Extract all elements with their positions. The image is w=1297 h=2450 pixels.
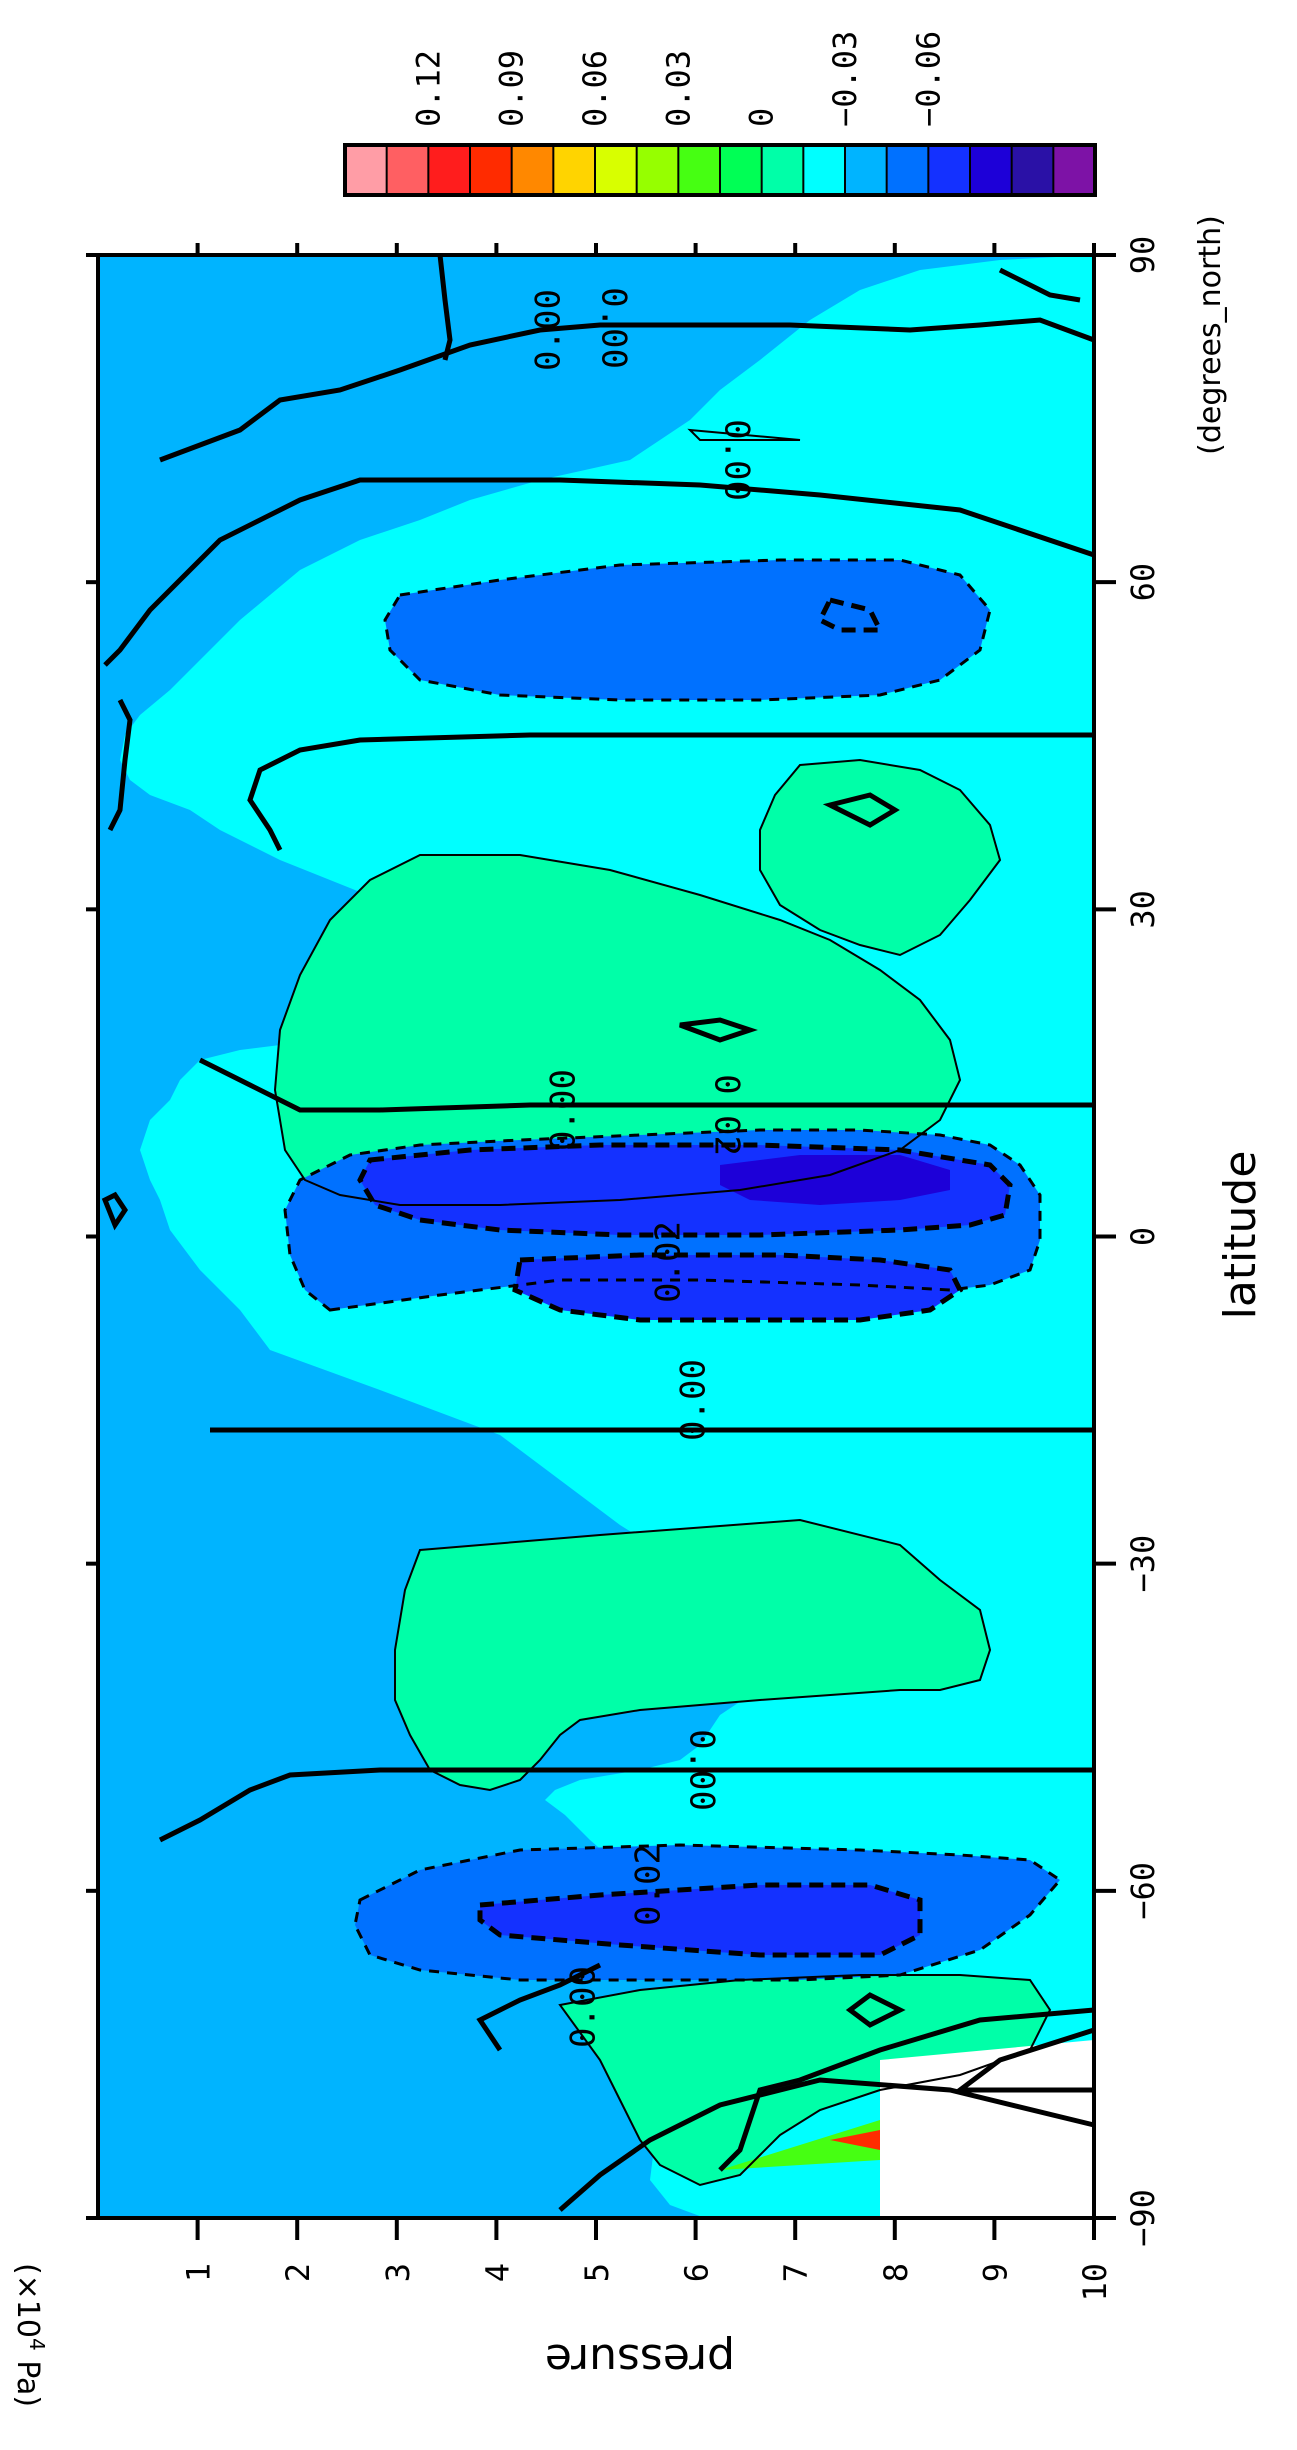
latitude-tick-label: 0	[1124, 1227, 1162, 1246]
colorbar-swatch	[1011, 145, 1054, 195]
y-axis-title: pressure	[545, 2334, 735, 2385]
y-axis-units-base: (×10	[10, 2263, 45, 2338]
colorbar-tick-label: −0.06	[909, 31, 947, 127]
contour-label: 0.00	[674, 1359, 714, 1441]
contour-label: 0.02	[649, 1221, 689, 1303]
colorbar-tick-labels: 0.12 0.09 0.06 0.03 0 −0.03 −0.06	[409, 31, 947, 127]
latitude-tick-label: −90	[1124, 2189, 1162, 2247]
colorbar-swatch	[595, 145, 638, 195]
y-axis-units-tail: Pa)	[10, 2351, 45, 2407]
pressure-tick-label: 1	[180, 2263, 218, 2282]
latitude-tick-label: 90	[1124, 236, 1162, 275]
colorbar-swatch	[970, 145, 1013, 195]
contour-markers	[101, 792, 906, 2028]
negative-southern-midlat-core	[480, 1885, 920, 1955]
pressure-tick-label: 10	[1076, 2263, 1114, 2302]
missing-data-region	[880, 2040, 1094, 2218]
contour-label: 0.02	[707, 1074, 747, 1156]
contour-label: 0.02	[629, 1844, 669, 1926]
negative-equatorial-deep	[720, 1155, 950, 1205]
colorbar-swatch	[386, 145, 429, 195]
pressure-tick-label: 5	[578, 2263, 616, 2282]
contour-lines-zero	[103, 254, 1095, 2212]
colorbar-swatch	[511, 145, 554, 195]
pressure-ticks	[195, 243, 1096, 2240]
colorbar	[343, 143, 1097, 197]
colorbar-swatch	[1053, 145, 1096, 195]
pressure-tick-label: 6	[678, 2263, 716, 2282]
positive-southern-subtropics	[395, 1520, 990, 1790]
pressure-tick-label: 3	[379, 2263, 417, 2282]
contour-label: 0.00	[529, 289, 569, 371]
colorbar-swatch	[553, 145, 596, 195]
colorbar-tick-label: 0.12	[409, 50, 447, 127]
colorbar-swatch	[886, 145, 929, 195]
x-axis-title: latitude	[1215, 1151, 1266, 1320]
pressure-tick-label: 9	[976, 2263, 1014, 2282]
colorbar-swatch	[470, 145, 513, 195]
colorbar-swatch	[928, 145, 971, 195]
plot-area	[96, 253, 1096, 2220]
colorbar-tick-label: −0.03	[826, 31, 864, 127]
pressure-tick-label: 4	[478, 2263, 516, 2282]
colorbar-swatch	[345, 145, 388, 195]
contour-lines-negative-bold	[357, 597, 1013, 1958]
latitude-tick-label: −60	[1124, 1862, 1162, 1920]
colorbar-tick-label: 0.06	[576, 50, 614, 127]
positive-polar-wedge	[720, 2120, 880, 2170]
contour-label: 0.00	[717, 419, 757, 501]
contour-label: 0.00	[594, 287, 634, 369]
x-axis-units: (degrees_north)	[1193, 215, 1228, 455]
positive-northern-midlat	[760, 760, 1000, 955]
contour-labels: 0.00 0.00 0.00 0.00 0.00 0.00 0.00 0.02 0.02 0.02	[529, 287, 757, 2048]
colorbar-tick-label: 0	[743, 108, 781, 127]
latitude-tick-label: 30	[1124, 890, 1162, 929]
colorbar-swatch	[636, 145, 679, 195]
colorbar-swatch	[428, 145, 471, 195]
positive-polar-wedge-red	[830, 2130, 880, 2150]
pressure-tick-label: 8	[877, 2263, 915, 2282]
colorbar-swatch	[678, 145, 721, 195]
latitude-ticks	[86, 253, 1116, 2220]
colorbar-swatch	[803, 145, 846, 195]
negative-northern-highlat	[385, 560, 990, 700]
contour-lines-negative	[283, 558, 1063, 1982]
pressure-tick-label: 2	[279, 2263, 317, 2282]
latitude-tick-label: −30	[1124, 1535, 1162, 1593]
pressure-tick-labels: 1 2 3 4 5 6 7 8 9 10	[180, 2263, 1114, 2302]
latitude-tick-label: 60	[1124, 563, 1162, 602]
contour-lines-positive	[273, 428, 1052, 2187]
colorbar-tick-label: 0.09	[493, 50, 531, 127]
negative-equatorial-south	[515, 1255, 960, 1320]
colorbar-swatch	[720, 145, 763, 195]
colorbar-swatch	[761, 145, 804, 195]
contour-label: 0.00	[564, 1966, 604, 2048]
y-axis-units-exponent: 4	[25, 2338, 49, 2351]
latitude-tick-labels: −90 −60 −30 0 30 60 90	[1124, 236, 1162, 2247]
pressure-tick-label: 7	[777, 2263, 815, 2282]
contour-label: 0.00	[544, 1069, 584, 1151]
y-axis-title-text: pressure	[545, 2334, 735, 2385]
contour-label: 0.00	[682, 1729, 722, 1811]
colorbar-tick-label: 0.03	[659, 50, 697, 127]
positive-northern-subtropics	[275, 855, 960, 1205]
y-axis-units: (×104 Pa)	[10, 2263, 49, 2407]
colorbar-swatch	[845, 145, 888, 195]
